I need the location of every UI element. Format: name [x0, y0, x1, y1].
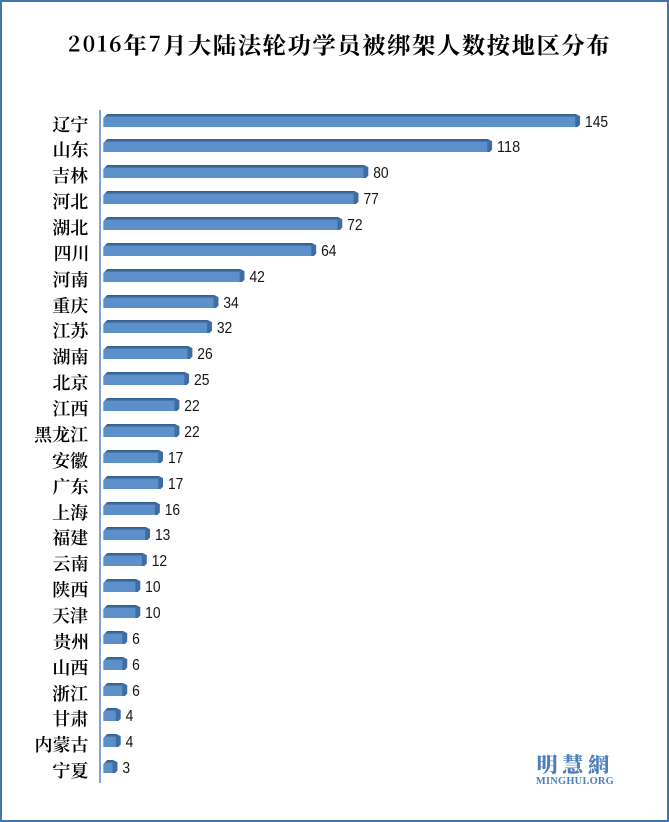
svg-text:22: 22 [184, 424, 199, 441]
svg-text:25: 25 [194, 372, 209, 389]
svg-text:17: 17 [168, 476, 183, 493]
svg-text:10: 10 [145, 605, 160, 622]
svg-text:22: 22 [184, 398, 199, 415]
svg-text:16: 16 [165, 502, 180, 519]
svg-text:13: 13 [155, 527, 170, 544]
svg-text:64: 64 [321, 243, 337, 260]
svg-text:118: 118 [497, 139, 520, 156]
svg-text:6: 6 [132, 631, 140, 648]
svg-text:6: 6 [132, 657, 140, 674]
svg-text:26: 26 [197, 346, 212, 363]
svg-text:10: 10 [145, 579, 160, 596]
svg-text:80: 80 [373, 165, 388, 182]
svg-text:MINGHUI.ORG: MINGHUI.ORG [536, 776, 614, 787]
svg-text:32: 32 [217, 320, 232, 337]
svg-text:12: 12 [152, 553, 167, 570]
svg-text:34: 34 [223, 295, 239, 312]
svg-text:42: 42 [249, 269, 264, 286]
svg-text:3: 3 [122, 760, 130, 777]
svg-text:145: 145 [585, 114, 608, 131]
svg-text:17: 17 [168, 450, 183, 467]
svg-text:6: 6 [132, 683, 140, 700]
svg-text:4: 4 [126, 708, 134, 725]
svg-text:4: 4 [126, 734, 134, 751]
svg-text:72: 72 [347, 217, 362, 234]
svg-text:77: 77 [363, 191, 378, 208]
